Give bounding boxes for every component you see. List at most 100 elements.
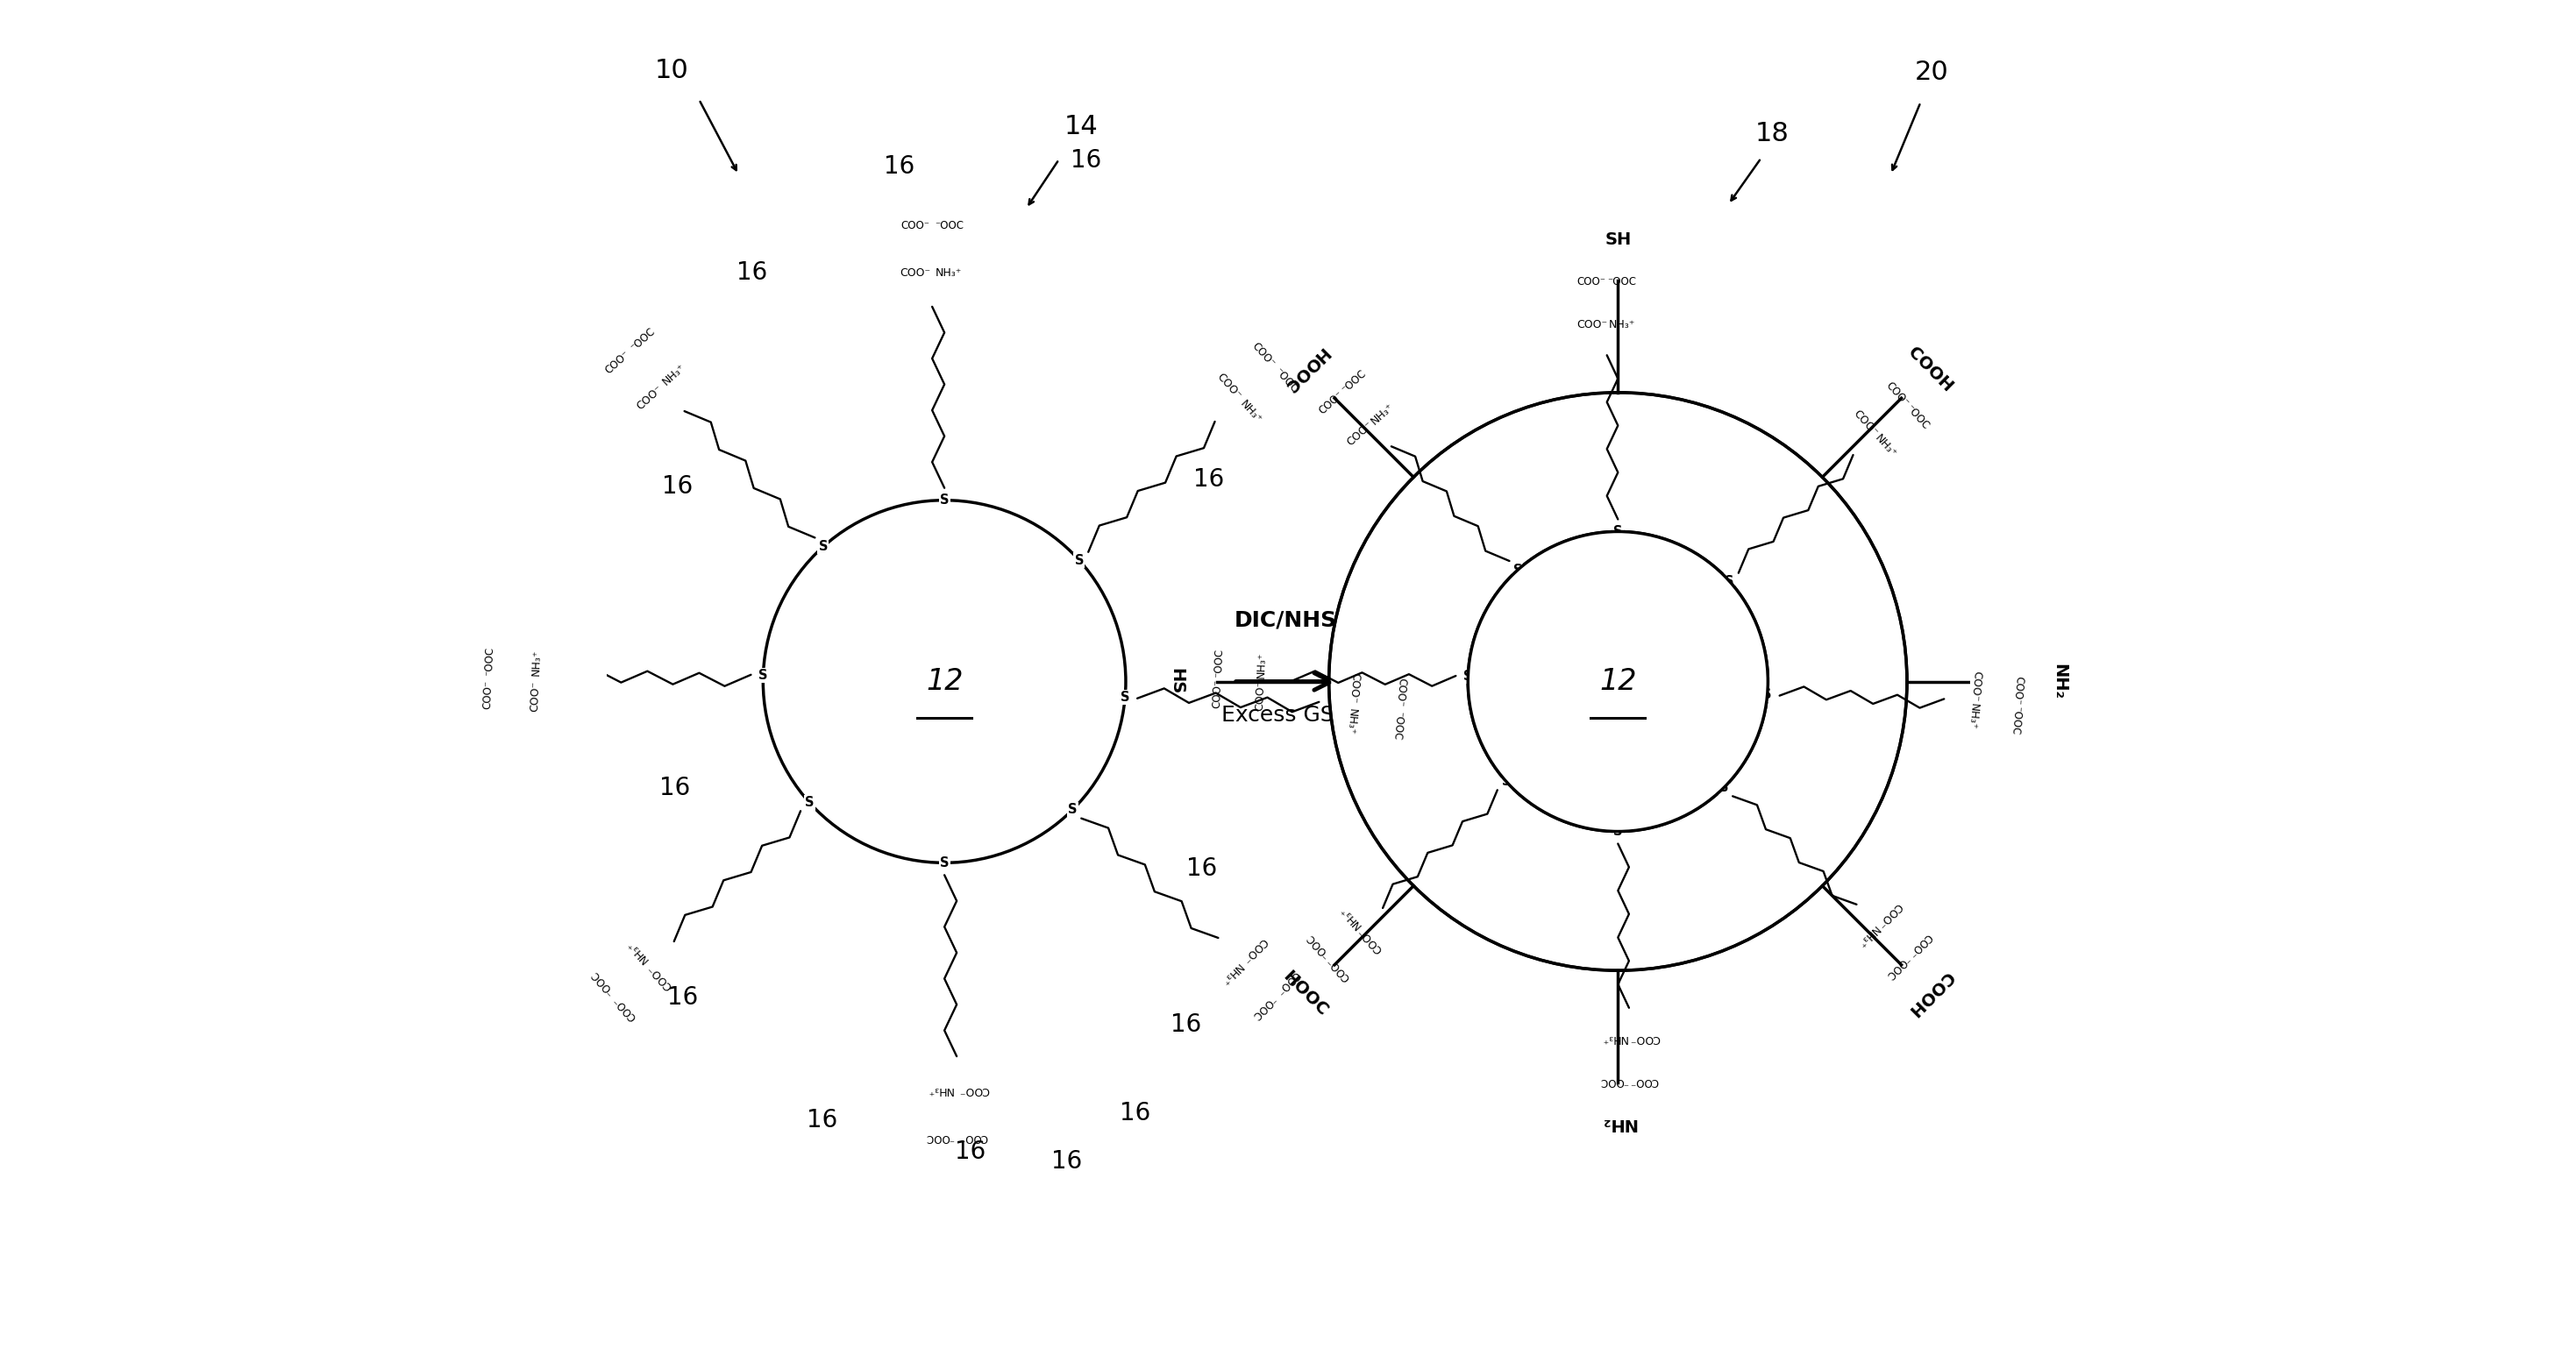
Text: SH: SH (1605, 232, 1631, 248)
Text: 16: 16 (806, 1108, 837, 1133)
Text: S: S (1718, 781, 1728, 795)
Text: 10: 10 (654, 59, 688, 83)
Text: 18: 18 (1754, 121, 1790, 146)
Text: COO⁻: COO⁻ (1316, 388, 1345, 416)
Text: NH₃⁺: NH₃⁺ (935, 267, 963, 278)
Text: COO⁻: COO⁻ (482, 680, 495, 709)
Text: COO⁻: COO⁻ (528, 680, 541, 711)
Text: COO⁻: COO⁻ (1211, 679, 1224, 709)
Text: COO⁻: COO⁻ (1631, 1075, 1659, 1086)
Text: 16: 16 (884, 154, 914, 179)
Text: NH₃⁺: NH₃⁺ (1855, 923, 1880, 950)
Text: ⁻OOC: ⁻OOC (482, 646, 495, 676)
Text: COO⁻: COO⁻ (1904, 931, 1935, 960)
Text: S: S (1074, 553, 1084, 567)
Text: ⁻OOC: ⁻OOC (1303, 931, 1332, 960)
Text: S: S (1613, 525, 1623, 538)
Text: 16: 16 (1170, 1013, 1200, 1037)
Text: S: S (1502, 776, 1512, 788)
Text: 16: 16 (659, 776, 690, 800)
Text: COO⁻: COO⁻ (1628, 1033, 1659, 1044)
Text: ⁻OOC: ⁻OOC (590, 969, 616, 998)
Text: 16: 16 (667, 985, 698, 1010)
Text: 12: 12 (1600, 667, 1636, 696)
Text: COO⁻: COO⁻ (1213, 371, 1244, 402)
Text: COO⁻: COO⁻ (958, 1085, 989, 1096)
Text: S: S (819, 540, 827, 553)
Text: S: S (1613, 825, 1623, 838)
Text: S: S (940, 493, 948, 507)
Text: DIC/NHS: DIC/NHS (1234, 609, 1337, 631)
Text: COO⁻: COO⁻ (1577, 319, 1607, 330)
Text: NH₃⁺: NH₃⁺ (1368, 401, 1396, 427)
Text: Excess GSH: Excess GSH (1221, 705, 1350, 726)
Text: ⁻OOC: ⁻OOC (1273, 365, 1301, 394)
Text: COO⁻: COO⁻ (1347, 672, 1360, 703)
Text: ⁻OOC: ⁻OOC (925, 1131, 953, 1142)
Text: HOOC: HOOC (1280, 968, 1332, 1020)
Text: COO⁻: COO⁻ (1273, 969, 1301, 998)
Text: COO⁻: COO⁻ (1355, 924, 1386, 955)
Text: COO⁻: COO⁻ (958, 1131, 989, 1142)
Text: 16: 16 (1188, 856, 1218, 880)
Text: 14: 14 (1064, 114, 1097, 139)
Text: COO⁻: COO⁻ (1852, 408, 1880, 439)
Text: NH₃⁺: NH₃⁺ (1600, 1033, 1628, 1044)
Text: NH₃⁺: NH₃⁺ (659, 361, 688, 388)
Text: ⁻OOC: ⁻OOC (2009, 706, 2022, 736)
Text: NH₃⁺: NH₃⁺ (1337, 904, 1363, 931)
Text: 16: 16 (662, 474, 693, 499)
Text: COOH: COOH (1904, 968, 1955, 1020)
Text: 16: 16 (956, 1139, 987, 1164)
Text: COO⁻: COO⁻ (647, 961, 675, 992)
Text: NH₃⁺: NH₃⁺ (1239, 398, 1265, 425)
Text: ⁻OOC: ⁻OOC (1883, 953, 1911, 981)
Text: NH₃⁺: NH₃⁺ (1873, 432, 1899, 459)
Text: S: S (1512, 563, 1522, 577)
Text: ⁻OOC: ⁻OOC (629, 326, 657, 354)
Text: S: S (940, 856, 948, 870)
Text: COO⁻: COO⁻ (1577, 277, 1605, 288)
Text: NH₃⁺: NH₃⁺ (1216, 960, 1244, 987)
Text: 12: 12 (925, 667, 963, 696)
Text: COO⁻: COO⁻ (1883, 380, 1911, 409)
Text: ⁻OOC: ⁻OOC (1249, 992, 1278, 1021)
Text: 16: 16 (737, 260, 768, 285)
Text: NH₃⁺: NH₃⁺ (1345, 707, 1358, 736)
Text: COO⁻: COO⁻ (899, 267, 930, 278)
Text: ⁻OOC: ⁻OOC (935, 221, 963, 232)
Text: S: S (1121, 691, 1131, 703)
Text: ⁻OOC: ⁻OOC (1391, 711, 1404, 740)
Text: ⁻OOC: ⁻OOC (1904, 403, 1932, 432)
Text: 16: 16 (1072, 149, 1103, 173)
Text: S: S (1463, 669, 1473, 683)
Text: NH₃⁺: NH₃⁺ (1610, 319, 1636, 330)
Text: NH₃⁺: NH₃⁺ (927, 1085, 953, 1096)
Text: COO⁻: COO⁻ (1255, 680, 1267, 711)
Text: S: S (1726, 575, 1734, 587)
Text: NH₂: NH₂ (1600, 1115, 1636, 1131)
Text: NH₃⁺: NH₃⁺ (623, 938, 652, 965)
Text: NH₃⁺: NH₃⁺ (531, 649, 544, 676)
Circle shape (1329, 393, 1906, 970)
Text: 16: 16 (1193, 468, 1224, 492)
Text: 16: 16 (1121, 1101, 1151, 1126)
Text: COOH: COOH (1904, 343, 1955, 395)
Text: COO⁻: COO⁻ (1968, 671, 1984, 702)
Text: S: S (806, 796, 814, 810)
Text: HS: HS (1167, 668, 1185, 695)
Text: NH₃⁺: NH₃⁺ (1255, 652, 1267, 679)
Text: COO⁻: COO⁻ (1239, 935, 1270, 965)
Text: COO⁻: COO⁻ (603, 349, 631, 376)
Text: NH₃⁺: NH₃⁺ (1965, 703, 1981, 731)
Circle shape (762, 500, 1126, 863)
Text: NH₂: NH₂ (2050, 664, 2069, 699)
Text: COO⁻: COO⁻ (1324, 954, 1352, 983)
Text: COO⁻: COO⁻ (2012, 675, 2025, 705)
Circle shape (1468, 532, 1767, 831)
Text: S: S (757, 669, 768, 682)
Circle shape (1468, 532, 1767, 831)
Text: ⁻OOC: ⁻OOC (1213, 649, 1226, 677)
Text: HOOC: HOOC (1280, 343, 1332, 395)
Text: COO⁻: COO⁻ (611, 994, 639, 1022)
